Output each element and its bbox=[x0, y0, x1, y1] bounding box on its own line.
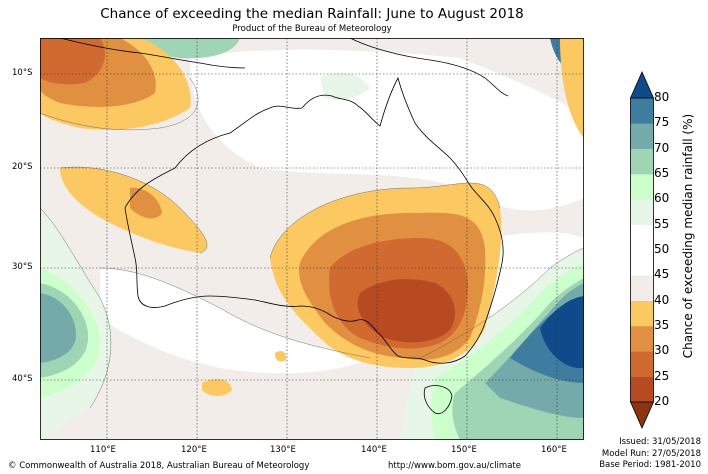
rainfall-probability-map bbox=[40, 38, 584, 440]
graticule bbox=[40, 38, 584, 440]
new-guinea-coastline bbox=[349, 38, 509, 97]
neutral-region-south bbox=[100, 268, 370, 374]
lon-label-140e: 140°E bbox=[361, 445, 387, 455]
colorbar-tick-label: 50 bbox=[654, 242, 670, 256]
lat-label-20s: 20°S bbox=[12, 162, 33, 172]
indonesia-coastline bbox=[59, 38, 246, 69]
colorbar-title: Chance of exceeding median rainfall (%) bbox=[681, 113, 695, 359]
lat-label-40s: 40°S bbox=[12, 374, 33, 384]
lon-label-110e: 110°E bbox=[90, 445, 116, 455]
colorbar-tick-label: 75 bbox=[654, 115, 670, 130]
model-run-date: Model Run: 27/05/2018 bbox=[601, 448, 701, 459]
map-subtitle: Product of the Bureau of Meteorology bbox=[232, 24, 392, 34]
dry-patch-south-1 bbox=[202, 378, 232, 396]
colorbar-band bbox=[630, 275, 654, 301]
issued-date: Issued: 31/05/2018 bbox=[619, 437, 701, 447]
run-info: Issued: 31/05/2018 Model Run: 27/05/2018… bbox=[599, 437, 701, 472]
neutral-region-north bbox=[190, 49, 584, 211]
colorbar-band bbox=[630, 351, 654, 377]
colorbar-tick-label: 65 bbox=[654, 166, 670, 180]
dry-region-west-30 bbox=[130, 187, 162, 219]
colorbar-tick-label: 25 bbox=[654, 368, 670, 383]
colorbar-band bbox=[630, 174, 654, 200]
base-period: Base Period: 1981-2010 bbox=[599, 460, 701, 470]
colorbar-band bbox=[630, 300, 654, 327]
colorbar-tick-label: 20 bbox=[654, 394, 670, 408]
colorbar-tick-label: 60 bbox=[654, 191, 670, 206]
colorbar-tick-label: 45 bbox=[654, 267, 670, 282]
colorbar-extension-low bbox=[630, 402, 654, 428]
colorbar-tick-label: 55 bbox=[654, 216, 670, 231]
colorbar bbox=[630, 71, 654, 429]
dry-region-northeast bbox=[560, 38, 584, 138]
dark-teal-region-west bbox=[40, 293, 77, 363]
dry-patch-south-2 bbox=[274, 350, 287, 362]
deep-blue-region-southeast bbox=[540, 296, 584, 369]
lon-label-130e: 130°E bbox=[270, 445, 296, 455]
colorbar-tick-label: 30 bbox=[654, 343, 670, 358]
copyright-notice: © Commonwealth of Australia 2018, Austra… bbox=[8, 461, 310, 471]
colorbar-band bbox=[630, 123, 654, 149]
colorbar-band bbox=[630, 199, 654, 225]
lon-label-150e: 150°E bbox=[451, 445, 477, 455]
map-title: Chance of exceeding the median Rainfall:… bbox=[100, 6, 524, 22]
colorbar-band bbox=[630, 326, 654, 352]
tasmania-coastline bbox=[423, 385, 453, 415]
colorbar-tick-label: 35 bbox=[654, 318, 670, 332]
lat-label-30s: 30°S bbox=[12, 262, 33, 272]
source-url[interactable]: http://www.bom.gov.au/climate bbox=[388, 461, 521, 471]
colorbar-tick-label: 40 bbox=[654, 292, 670, 307]
colorbar-band bbox=[630, 376, 654, 403]
dry-region-southeast-20 bbox=[357, 279, 455, 343]
colorbar-band bbox=[630, 148, 654, 175]
colorbar-band bbox=[630, 224, 654, 251]
dry-region-north-25 bbox=[40, 38, 105, 85]
colorbar-tick-label: 80 bbox=[654, 90, 670, 104]
colorbar-band bbox=[630, 250, 654, 276]
australia-coastline bbox=[124, 76, 504, 364]
lat-label-10s: 10°S bbox=[12, 68, 33, 78]
lon-label-120e: 120°E bbox=[181, 445, 207, 455]
colorbar-band bbox=[630, 98, 654, 124]
colorbar-extension-high bbox=[630, 72, 654, 98]
light-green-region-north bbox=[320, 72, 370, 100]
colorbar-tick-label: 70 bbox=[654, 140, 670, 155]
lon-label-160e: 160°E bbox=[541, 445, 567, 455]
